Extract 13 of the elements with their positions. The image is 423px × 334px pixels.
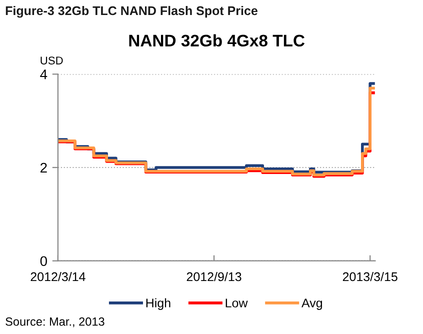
y-axis-title: USD [40, 56, 63, 64]
y-tick-label: 4 [40, 70, 48, 80]
y-tick-label: 0 [40, 256, 47, 266]
chart-subtitle: Figure-3 32Gb TLC NAND Flash Spot Price [6, 6, 258, 18]
source-note: Source: Mar., 2013 [6, 317, 104, 328]
x-tick-label: 2013/3/15 [342, 272, 398, 282]
y-tick-label: 2 [40, 162, 47, 173]
chart-title: NAND 32Gb 4Gx8 TLC [129, 34, 305, 47]
legend-label: High [146, 298, 170, 310]
x-tick-label: 2012/3/14 [30, 272, 86, 282]
x-tick-label: 2012/9/13 [186, 272, 242, 282]
legend-label: Low [226, 298, 248, 308]
legend-label: Avg [302, 298, 322, 310]
